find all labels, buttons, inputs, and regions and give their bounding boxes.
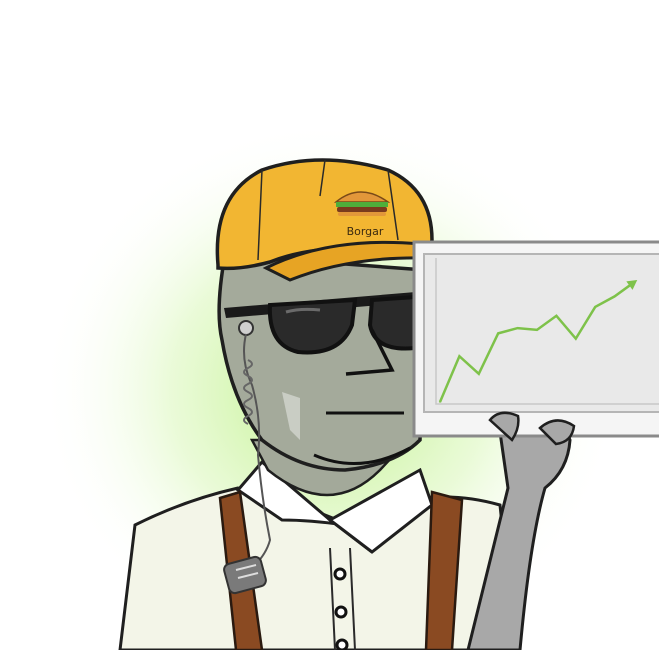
chart-point (536, 329, 538, 331)
chart-plot (438, 279, 638, 403)
nose (345, 329, 395, 376)
trend-arrow-icon (626, 279, 638, 290)
chart-point (497, 332, 500, 335)
shirt-placket (329, 547, 356, 650)
suspender-right (424, 490, 464, 650)
chart-inner-border (435, 258, 659, 405)
jaw-line (313, 446, 411, 465)
earpiece-icon (238, 320, 272, 569)
chart-point (594, 306, 596, 308)
shirt-button (333, 567, 347, 581)
chart-point (439, 401, 441, 403)
face-shading (282, 392, 300, 440)
chart-panel (423, 253, 659, 413)
chart-point (516, 327, 519, 329)
chart-point (555, 314, 558, 317)
chart-point (458, 355, 461, 358)
hand-fingers (488, 411, 576, 446)
burger-icon (333, 191, 391, 216)
cap-label: Borgar (347, 225, 384, 238)
chart-point (613, 295, 616, 298)
chart-point (575, 337, 577, 340)
chart-sign (412, 240, 659, 438)
cap-panel-lines (257, 159, 399, 261)
chart-point (478, 373, 480, 375)
shirt-button (334, 605, 348, 619)
shirt-button (335, 638, 349, 650)
radio-icon (223, 555, 267, 595)
